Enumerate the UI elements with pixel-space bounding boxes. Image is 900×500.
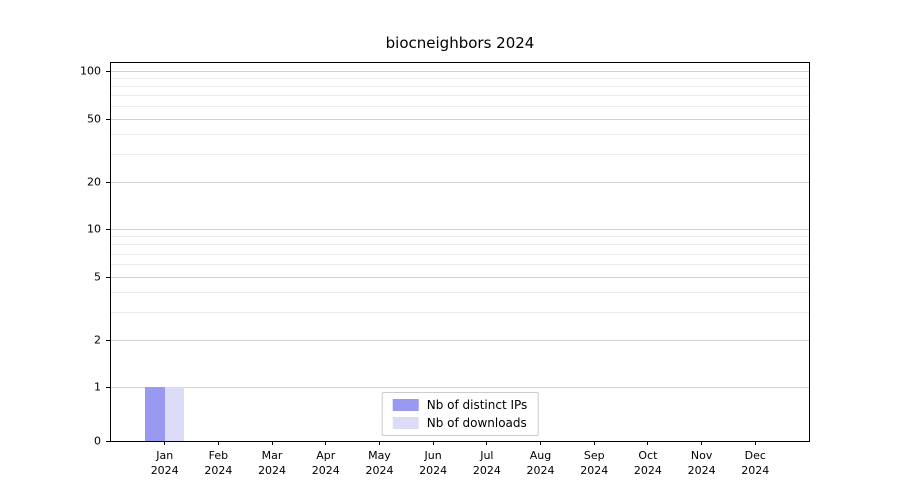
- gridline-minor: [111, 264, 809, 266]
- gridline-minor: [111, 133, 809, 135]
- legend-entry-label: Nb of downloads: [426, 416, 527, 430]
- x-tick-month: May: [368, 449, 391, 462]
- x-tick-month: Feb: [208, 449, 229, 462]
- x-tick-month: Jul: [480, 449, 494, 462]
- gridline-minor: [111, 236, 809, 238]
- gridline-minor: [111, 86, 809, 88]
- x-tick-label: Dec 2024: [726, 448, 784, 478]
- gridline-major: [111, 276, 809, 278]
- x-tick-month: Nov: [690, 449, 713, 462]
- x-tick-label: May 2024: [350, 448, 408, 478]
- gridline-major: [111, 229, 809, 231]
- legend-entry-label: Nb of distinct IPs: [426, 398, 528, 412]
- x-tick-label: Aug 2024: [512, 448, 570, 478]
- gridline-major: [111, 387, 809, 389]
- x-tick: [432, 441, 434, 445]
- y-tick: [106, 118, 110, 120]
- y-tick-label: 1: [94, 380, 101, 394]
- bar-distinct-ips: [145, 387, 165, 441]
- x-tick-month: Sep: [583, 449, 605, 462]
- x-tick-label: Apr 2024: [297, 448, 355, 478]
- x-tick-label: Feb 2024: [189, 448, 247, 478]
- y-tick: [106, 276, 110, 278]
- y-tick-label: 5: [94, 270, 101, 284]
- x-tick-year: 2024: [150, 464, 179, 477]
- x-tick-year: 2024: [687, 464, 716, 477]
- x-tick: [593, 441, 595, 445]
- x-tick-year: 2024: [741, 464, 770, 477]
- gridline-minor: [111, 106, 809, 108]
- x-tick-label: Jul 2024: [458, 448, 516, 478]
- x-tick-year: 2024: [526, 464, 555, 477]
- legend-entry: Nb of distinct IPs: [392, 398, 528, 412]
- y-tick: [106, 339, 110, 341]
- y-tick-label: 20: [87, 175, 101, 188]
- x-tick-label: Oct 2024: [619, 448, 677, 478]
- x-tick-year: 2024: [258, 464, 287, 477]
- x-tick: [486, 441, 488, 445]
- y-tick: [106, 70, 110, 72]
- x-tick-month: Aug: [529, 449, 552, 462]
- x-tick-label: Jun 2024: [404, 448, 462, 478]
- legend-swatch: [392, 417, 419, 429]
- y-tick: [106, 441, 110, 442]
- x-tick-month: Jan: [156, 449, 174, 462]
- y-tick-label: 0: [94, 434, 101, 448]
- x-tick-month: Jun: [424, 449, 442, 462]
- y-tick: [106, 229, 110, 231]
- x-tick-year: 2024: [365, 464, 394, 477]
- x-tick: [164, 441, 166, 445]
- y-tick-label: 2: [94, 333, 101, 347]
- gridline-minor: [111, 253, 809, 255]
- y-tick-label: 10: [87, 222, 101, 236]
- gridline-major: [111, 118, 809, 120]
- gridline-minor: [111, 292, 809, 294]
- x-tick: [378, 441, 380, 445]
- bar-downloads: [164, 387, 185, 441]
- x-tick-year: 2024: [419, 464, 448, 477]
- x-tick-label: Mar 2024: [243, 448, 301, 478]
- y-tick-label: 50: [87, 112, 101, 126]
- legend-swatch: [392, 399, 419, 411]
- gridline-major: [111, 339, 809, 341]
- x-tick: [754, 441, 756, 445]
- gridline-minor: [111, 95, 809, 97]
- x-tick: [271, 441, 273, 445]
- legend: Nb of distinct IPs Nb of downloads: [381, 392, 539, 436]
- x-tick-label: Nov 2024: [673, 448, 731, 478]
- x-tick: [701, 441, 703, 445]
- x-tick-year: 2024: [633, 464, 662, 477]
- x-tick-year: 2024: [472, 464, 501, 477]
- x-tick-month: Apr: [316, 449, 336, 462]
- x-tick-month: Mar: [261, 449, 283, 462]
- x-tick-month: Dec: [744, 449, 766, 462]
- y-tick: [106, 181, 110, 183]
- chart-title: biocneighbors 2024: [385, 34, 535, 52]
- legend-entry: Nb of downloads: [392, 416, 528, 430]
- gridline-minor: [111, 244, 809, 246]
- gridline-minor: [111, 311, 809, 313]
- x-tick: [217, 441, 219, 445]
- y-tick-label: 100: [80, 64, 101, 78]
- x-tick-year: 2024: [580, 464, 609, 477]
- x-tick-month: Oct: [638, 449, 658, 462]
- gridline-minor: [111, 78, 809, 80]
- x-tick-year: 2024: [311, 464, 340, 477]
- x-tick-year: 2024: [204, 464, 233, 477]
- x-tick-label: Sep 2024: [565, 448, 623, 478]
- gridline-minor: [111, 153, 809, 155]
- y-tick: [106, 387, 110, 389]
- x-tick: [540, 441, 542, 445]
- gridline-major: [111, 181, 809, 183]
- x-tick-label: Jan 2024: [136, 448, 194, 478]
- x-tick: [325, 441, 327, 445]
- plot-area: Nb of distinct IPs Nb of downloads 0 1 2 5 10…: [80, 62, 810, 477]
- x-tick: [647, 441, 649, 445]
- gridline-major: [111, 70, 809, 72]
